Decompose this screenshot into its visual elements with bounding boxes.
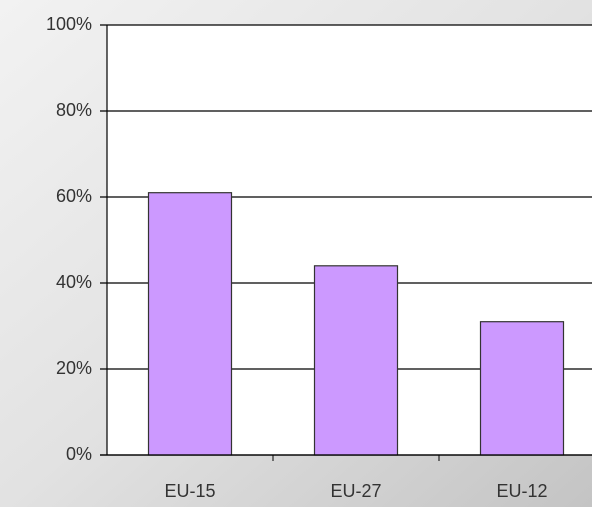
y-tick-label: 60%: [56, 186, 92, 206]
bar: [479, 321, 565, 456]
bar: [147, 192, 233, 456]
y-tick-label: 40%: [56, 272, 92, 292]
y-tick-label: 20%: [56, 358, 92, 378]
bar: [313, 265, 399, 456]
x-tick-label: EU-15: [164, 481, 215, 501]
y-tick-label: 80%: [56, 100, 92, 120]
x-tick-label: EU-27: [330, 481, 381, 501]
x-tick-label: EU-12: [496, 481, 547, 501]
y-tick-label: 100%: [46, 14, 92, 34]
y-tick-label: 0%: [66, 444, 92, 464]
